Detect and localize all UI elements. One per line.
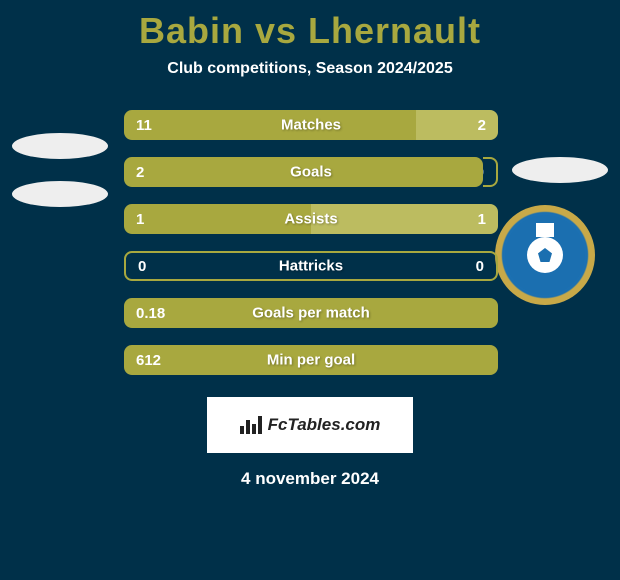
subtitle: Club competitions, Season 2024/2025	[0, 60, 620, 78]
avatar-placeholder-oval	[12, 181, 108, 207]
castle-icon	[536, 223, 554, 237]
stat-left-value: 1	[136, 211, 144, 228]
branding-box: FcTables.com	[207, 397, 413, 453]
stat-row-hattricks: 0 0 Hattricks	[124, 251, 498, 281]
branding-text: FcTables.com	[268, 415, 381, 435]
stats-bars: 11 2 Matches 2 0 Goals 1 1 Assists 0	[124, 110, 498, 375]
chart-icon	[240, 416, 262, 434]
football-icon	[527, 237, 563, 273]
stat-left-value: 11	[136, 117, 152, 134]
stat-right-value: 0	[476, 258, 484, 275]
page-title: Babin vs Lhernault	[0, 0, 620, 52]
stat-left-value: 0.18	[136, 305, 165, 322]
stat-row-mpg: 612 Min per goal	[124, 345, 498, 375]
stat-row-goals: 2 0 Goals	[124, 157, 498, 187]
comparison-content: 11 2 Matches 2 0 Goals 1 1 Assists 0	[0, 110, 620, 489]
avatar-placeholder-oval	[512, 157, 608, 183]
player-right-avatar	[510, 120, 610, 220]
stat-right-value: 1	[478, 211, 486, 228]
avatar-placeholder-oval	[12, 133, 108, 159]
stat-right-value: 2	[478, 117, 486, 134]
date-text: 4 november 2024	[0, 469, 620, 489]
player-left-avatar	[10, 120, 110, 220]
club-badge	[495, 205, 595, 305]
stat-row-assists: 1 1 Assists	[124, 204, 498, 234]
club-badge-inner	[505, 215, 585, 295]
stat-row-gpm: 0.18 Goals per match	[124, 298, 498, 328]
stat-left-value: 0	[138, 258, 146, 275]
stat-row-matches: 11 2 Matches	[124, 110, 498, 140]
stat-left-value: 612	[136, 352, 161, 369]
stat-left-value: 2	[136, 164, 144, 181]
